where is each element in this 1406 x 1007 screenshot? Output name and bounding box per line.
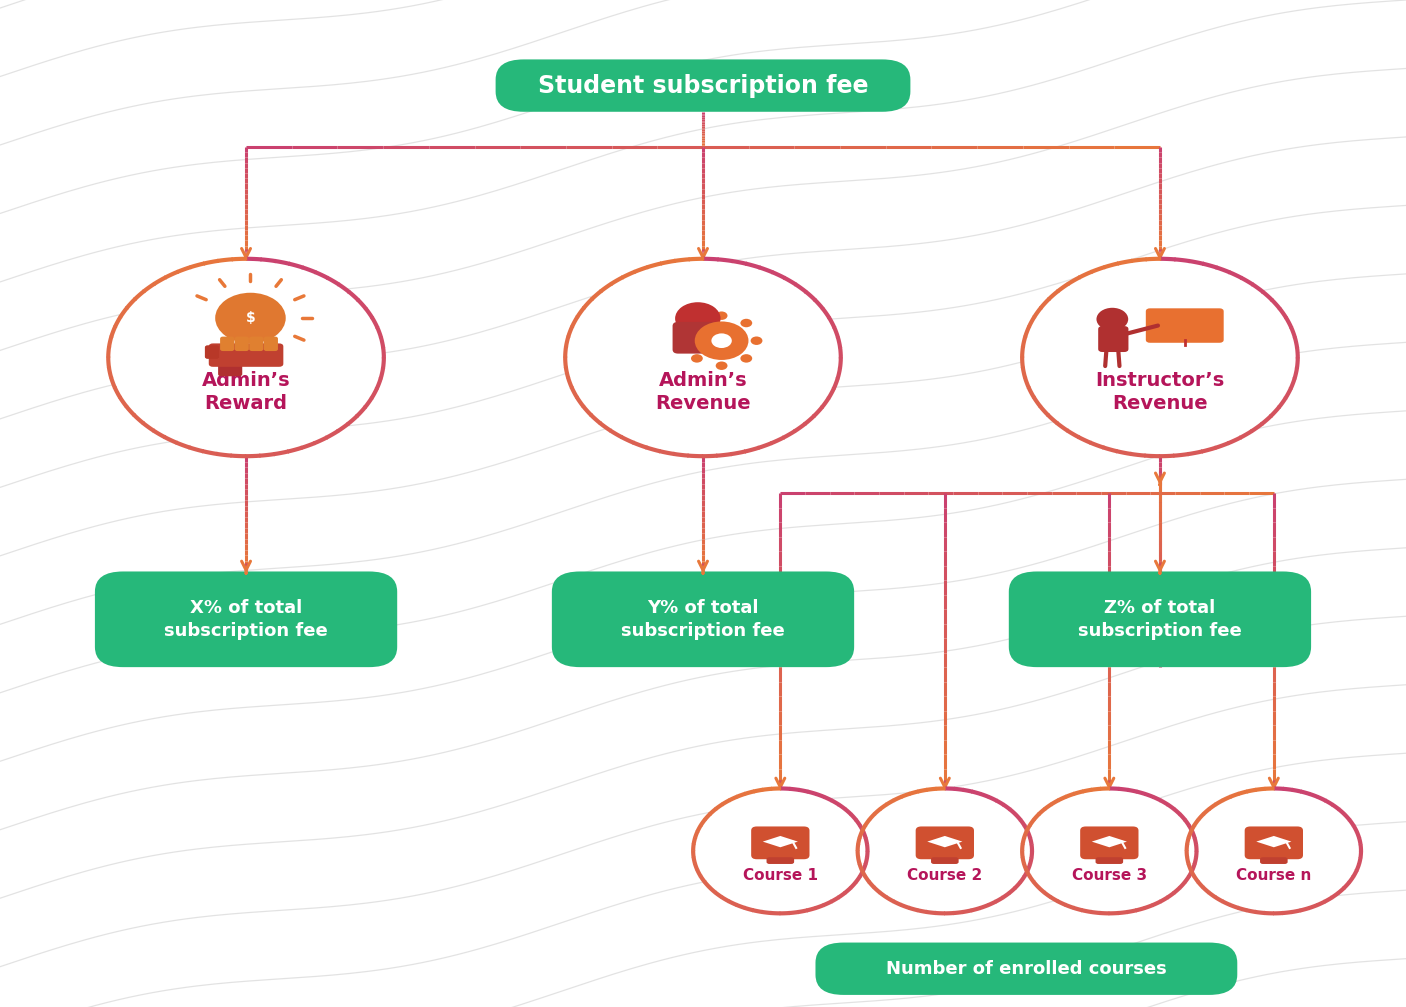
- Circle shape: [1270, 838, 1278, 844]
- FancyBboxPatch shape: [915, 827, 974, 859]
- FancyBboxPatch shape: [1260, 857, 1288, 864]
- Text: Admin’s
Revenue: Admin’s Revenue: [655, 371, 751, 413]
- FancyBboxPatch shape: [264, 336, 278, 351]
- Circle shape: [741, 354, 752, 363]
- FancyBboxPatch shape: [94, 572, 396, 667]
- Circle shape: [1022, 259, 1298, 456]
- Circle shape: [108, 259, 384, 456]
- Circle shape: [1022, 788, 1197, 913]
- FancyBboxPatch shape: [221, 336, 235, 351]
- FancyBboxPatch shape: [1146, 308, 1223, 342]
- Circle shape: [1187, 788, 1361, 913]
- Circle shape: [690, 319, 703, 327]
- Circle shape: [716, 362, 727, 370]
- Text: Y% of total
subscription fee: Y% of total subscription fee: [621, 598, 785, 640]
- Text: Number of enrolled courses: Number of enrolled courses: [886, 960, 1167, 978]
- Text: Course 1: Course 1: [742, 868, 818, 883]
- Circle shape: [215, 293, 285, 343]
- FancyBboxPatch shape: [249, 336, 263, 351]
- FancyBboxPatch shape: [1104, 854, 1115, 862]
- FancyBboxPatch shape: [1098, 326, 1129, 352]
- FancyBboxPatch shape: [205, 345, 219, 358]
- FancyBboxPatch shape: [815, 943, 1237, 995]
- Text: X% of total
subscription fee: X% of total subscription fee: [165, 598, 328, 640]
- Text: Z% of total
subscription fee: Z% of total subscription fee: [1078, 598, 1241, 640]
- FancyBboxPatch shape: [672, 322, 723, 353]
- Circle shape: [741, 319, 752, 327]
- FancyBboxPatch shape: [766, 857, 794, 864]
- Circle shape: [681, 336, 693, 345]
- Circle shape: [693, 788, 868, 913]
- FancyBboxPatch shape: [1268, 854, 1279, 862]
- FancyBboxPatch shape: [235, 336, 249, 351]
- FancyBboxPatch shape: [1008, 572, 1310, 667]
- Text: Course 3: Course 3: [1071, 868, 1147, 883]
- Circle shape: [1105, 838, 1114, 844]
- Circle shape: [711, 333, 731, 348]
- Text: $: $: [246, 311, 256, 325]
- FancyBboxPatch shape: [931, 857, 959, 864]
- FancyBboxPatch shape: [939, 854, 950, 862]
- Polygon shape: [763, 836, 797, 847]
- Circle shape: [565, 259, 841, 456]
- FancyBboxPatch shape: [1080, 827, 1139, 859]
- Polygon shape: [1257, 836, 1291, 847]
- Circle shape: [941, 838, 949, 844]
- FancyBboxPatch shape: [775, 854, 786, 862]
- FancyBboxPatch shape: [551, 572, 853, 667]
- Text: Admin’s
Reward: Admin’s Reward: [201, 371, 291, 413]
- Circle shape: [695, 321, 748, 359]
- Circle shape: [716, 311, 727, 320]
- Circle shape: [675, 302, 720, 334]
- Text: Student subscription fee: Student subscription fee: [537, 74, 869, 98]
- Text: Instructor’s
Revenue: Instructor’s Revenue: [1095, 371, 1225, 413]
- Polygon shape: [928, 836, 962, 847]
- Circle shape: [776, 838, 785, 844]
- Polygon shape: [1092, 836, 1126, 847]
- Circle shape: [751, 336, 762, 345]
- Circle shape: [1097, 308, 1128, 330]
- FancyBboxPatch shape: [751, 827, 810, 859]
- FancyBboxPatch shape: [208, 343, 284, 367]
- Circle shape: [858, 788, 1032, 913]
- Text: Course 2: Course 2: [907, 868, 983, 883]
- Circle shape: [690, 354, 703, 363]
- Text: Course n: Course n: [1236, 868, 1312, 883]
- FancyBboxPatch shape: [495, 59, 910, 112]
- FancyBboxPatch shape: [1244, 827, 1303, 859]
- FancyBboxPatch shape: [218, 357, 242, 377]
- FancyBboxPatch shape: [1095, 857, 1123, 864]
